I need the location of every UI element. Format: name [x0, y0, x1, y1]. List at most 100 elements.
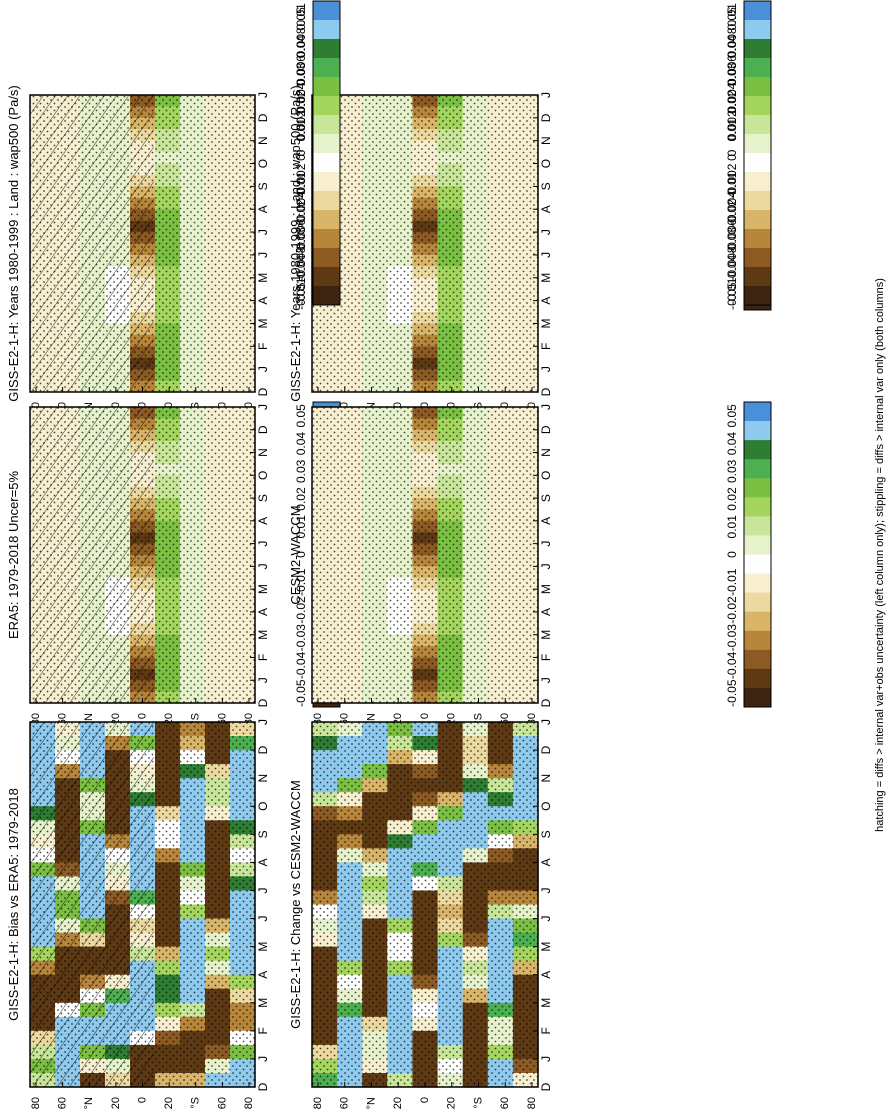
- colorbar-label: 0.002: [725, 110, 739, 140]
- y-tick-label: 60: [216, 1097, 228, 1109]
- figure-caption: hatching = diffs > internal var+obs unce…: [874, 278, 886, 832]
- colorbar-swatch: [313, 153, 340, 173]
- x-tick-label: D: [256, 698, 270, 707]
- colorbar-label: -0.04: [294, 254, 308, 282]
- colorbar-swatch: [313, 58, 340, 78]
- colorbar-swatch: [744, 286, 771, 306]
- y-tick-label: 0: [136, 402, 148, 408]
- colorbar-label: -0.006: [725, 219, 739, 253]
- colorbar-label: 0.006: [294, 55, 308, 85]
- colorbar-label: 0.01: [294, 118, 308, 142]
- y-tick-label: 20: [163, 1097, 175, 1109]
- colorbar-swatch: [744, 459, 771, 479]
- colorbar-label: -0.04: [725, 651, 739, 679]
- colorbar-label: -0.01: [294, 171, 308, 199]
- x-tick-label: F: [256, 343, 270, 350]
- panel-title: CESM2-WACCM: [288, 505, 303, 604]
- x-tick-label: J: [256, 229, 270, 235]
- x-tick-label: J: [539, 1056, 553, 1062]
- colorbar-label: -0.05: [294, 282, 308, 310]
- colorbar-label: 0.02: [294, 487, 308, 511]
- colorbar-label: 0: [294, 154, 308, 161]
- y-tick-label: 20: [392, 1097, 404, 1109]
- colorbar-label: -0.03: [725, 624, 739, 652]
- colorbar-swatch: [313, 248, 340, 268]
- colorbar-label: -0.02: [725, 199, 739, 227]
- colorbar: 0.050.040.030.020.010-0.01-0.02-0.03-0.0…: [725, 401, 772, 708]
- colorbar-swatch: [744, 172, 771, 192]
- hatching-overlay: [30, 722, 154, 1087]
- colorbar-swatch: [313, 229, 340, 249]
- x-tick-label: D: [539, 1082, 553, 1091]
- colorbar-swatch: [313, 115, 340, 135]
- y-tick-label: 80: [526, 1097, 538, 1109]
- x-tick-label: N: [539, 136, 553, 145]
- colorbar-label: 0.03: [725, 62, 739, 86]
- colorbar-swatch: [744, 535, 771, 555]
- y-tick-label: 60: [57, 1097, 69, 1109]
- x-tick-label: F: [256, 654, 270, 661]
- hatching-overlay: [30, 95, 154, 392]
- colorbar-swatch: [313, 96, 340, 116]
- x-tick-label: J: [256, 252, 270, 258]
- panel-title: GISS-E2-1-H: Bias vs ERA5: 1979-2018: [6, 788, 21, 1021]
- x-tick-label: M: [256, 998, 270, 1008]
- colorbar-label: -0.02: [294, 199, 308, 227]
- x-tick-label: J: [256, 366, 270, 372]
- x-tick-label: D: [256, 113, 270, 122]
- colorbar-label: -0.04: [725, 254, 739, 282]
- x-tick-label: D: [539, 387, 553, 396]
- colorbar-label: 0.05: [725, 7, 739, 31]
- colorbar-label: 0.004: [294, 82, 308, 112]
- colorbar-label: 0.02: [294, 90, 308, 114]
- x-tick-label: M: [256, 942, 270, 952]
- colorbar-label: 0.03: [294, 459, 308, 483]
- colorbar-label: 0.02: [725, 487, 739, 511]
- x-tick-label: D: [539, 698, 553, 707]
- colorbar-label: 0.01: [294, 515, 308, 539]
- x-tick-label: A: [539, 297, 553, 305]
- colorbar-label: 0.002: [294, 110, 308, 140]
- colorbar-label: -0.01: [725, 568, 739, 596]
- colorbar-label: -0.004: [725, 191, 739, 225]
- x-tick-label: J: [539, 677, 553, 683]
- colorbar-label: -0.05: [294, 679, 308, 707]
- x-tick-label: J: [539, 92, 553, 98]
- y-tick-label: 0: [419, 1097, 431, 1103]
- x-tick-label: D: [539, 425, 553, 434]
- x-tick-label: A: [256, 971, 270, 979]
- colorbar-label: -0.03: [725, 227, 739, 255]
- x-tick-label: S: [256, 494, 270, 502]
- colorbar-label: -0.004: [294, 191, 308, 225]
- colorbar-swatch: [744, 210, 771, 230]
- x-tick-label: S: [539, 182, 553, 190]
- x-tick-label: J: [539, 404, 553, 410]
- colorbar-label: 0: [725, 154, 739, 161]
- x-tick-label: S: [256, 182, 270, 190]
- x-tick-label: M: [539, 630, 553, 640]
- colorbar-label: 0.03: [725, 459, 739, 483]
- colorbar: 0.010.0080.0060.0040.0020-0.002-0.004-0.…: [725, 0, 772, 306]
- colorbar-label: 0: [725, 551, 739, 558]
- x-tick-label: J: [539, 366, 553, 372]
- stippling-overlay: [312, 95, 538, 392]
- x-tick-label: M: [539, 998, 553, 1008]
- panel-left-bottom: D J F M A M J J A S O N D J 80 60 °N 20 0 20 °S 60 80 GISS-E2-1…: [6, 0, 341, 1109]
- colorbar-swatch: [744, 191, 771, 211]
- colorbar-swatch: [744, 516, 771, 536]
- colorbar-swatch: [313, 267, 340, 287]
- colorbar-swatch: [744, 248, 771, 268]
- colorbar-swatch: [744, 267, 771, 287]
- colorbar-swatch: [744, 421, 771, 441]
- colorbar-swatch: [744, 58, 771, 78]
- panel-right-bottom: D J F M A M J J A S O N D J 80 60 °N 20 0 20 °S 60 80 GISS-E2-1…: [288, 0, 772, 1109]
- colorbar-label: -0.02: [294, 596, 308, 624]
- colorbar-label: -0.03: [294, 624, 308, 652]
- colorbar-label: -0.002: [294, 163, 308, 197]
- x-tick-label: J: [539, 229, 553, 235]
- x-tick-label: M: [256, 273, 270, 283]
- colorbar-frame: [743, 401, 772, 708]
